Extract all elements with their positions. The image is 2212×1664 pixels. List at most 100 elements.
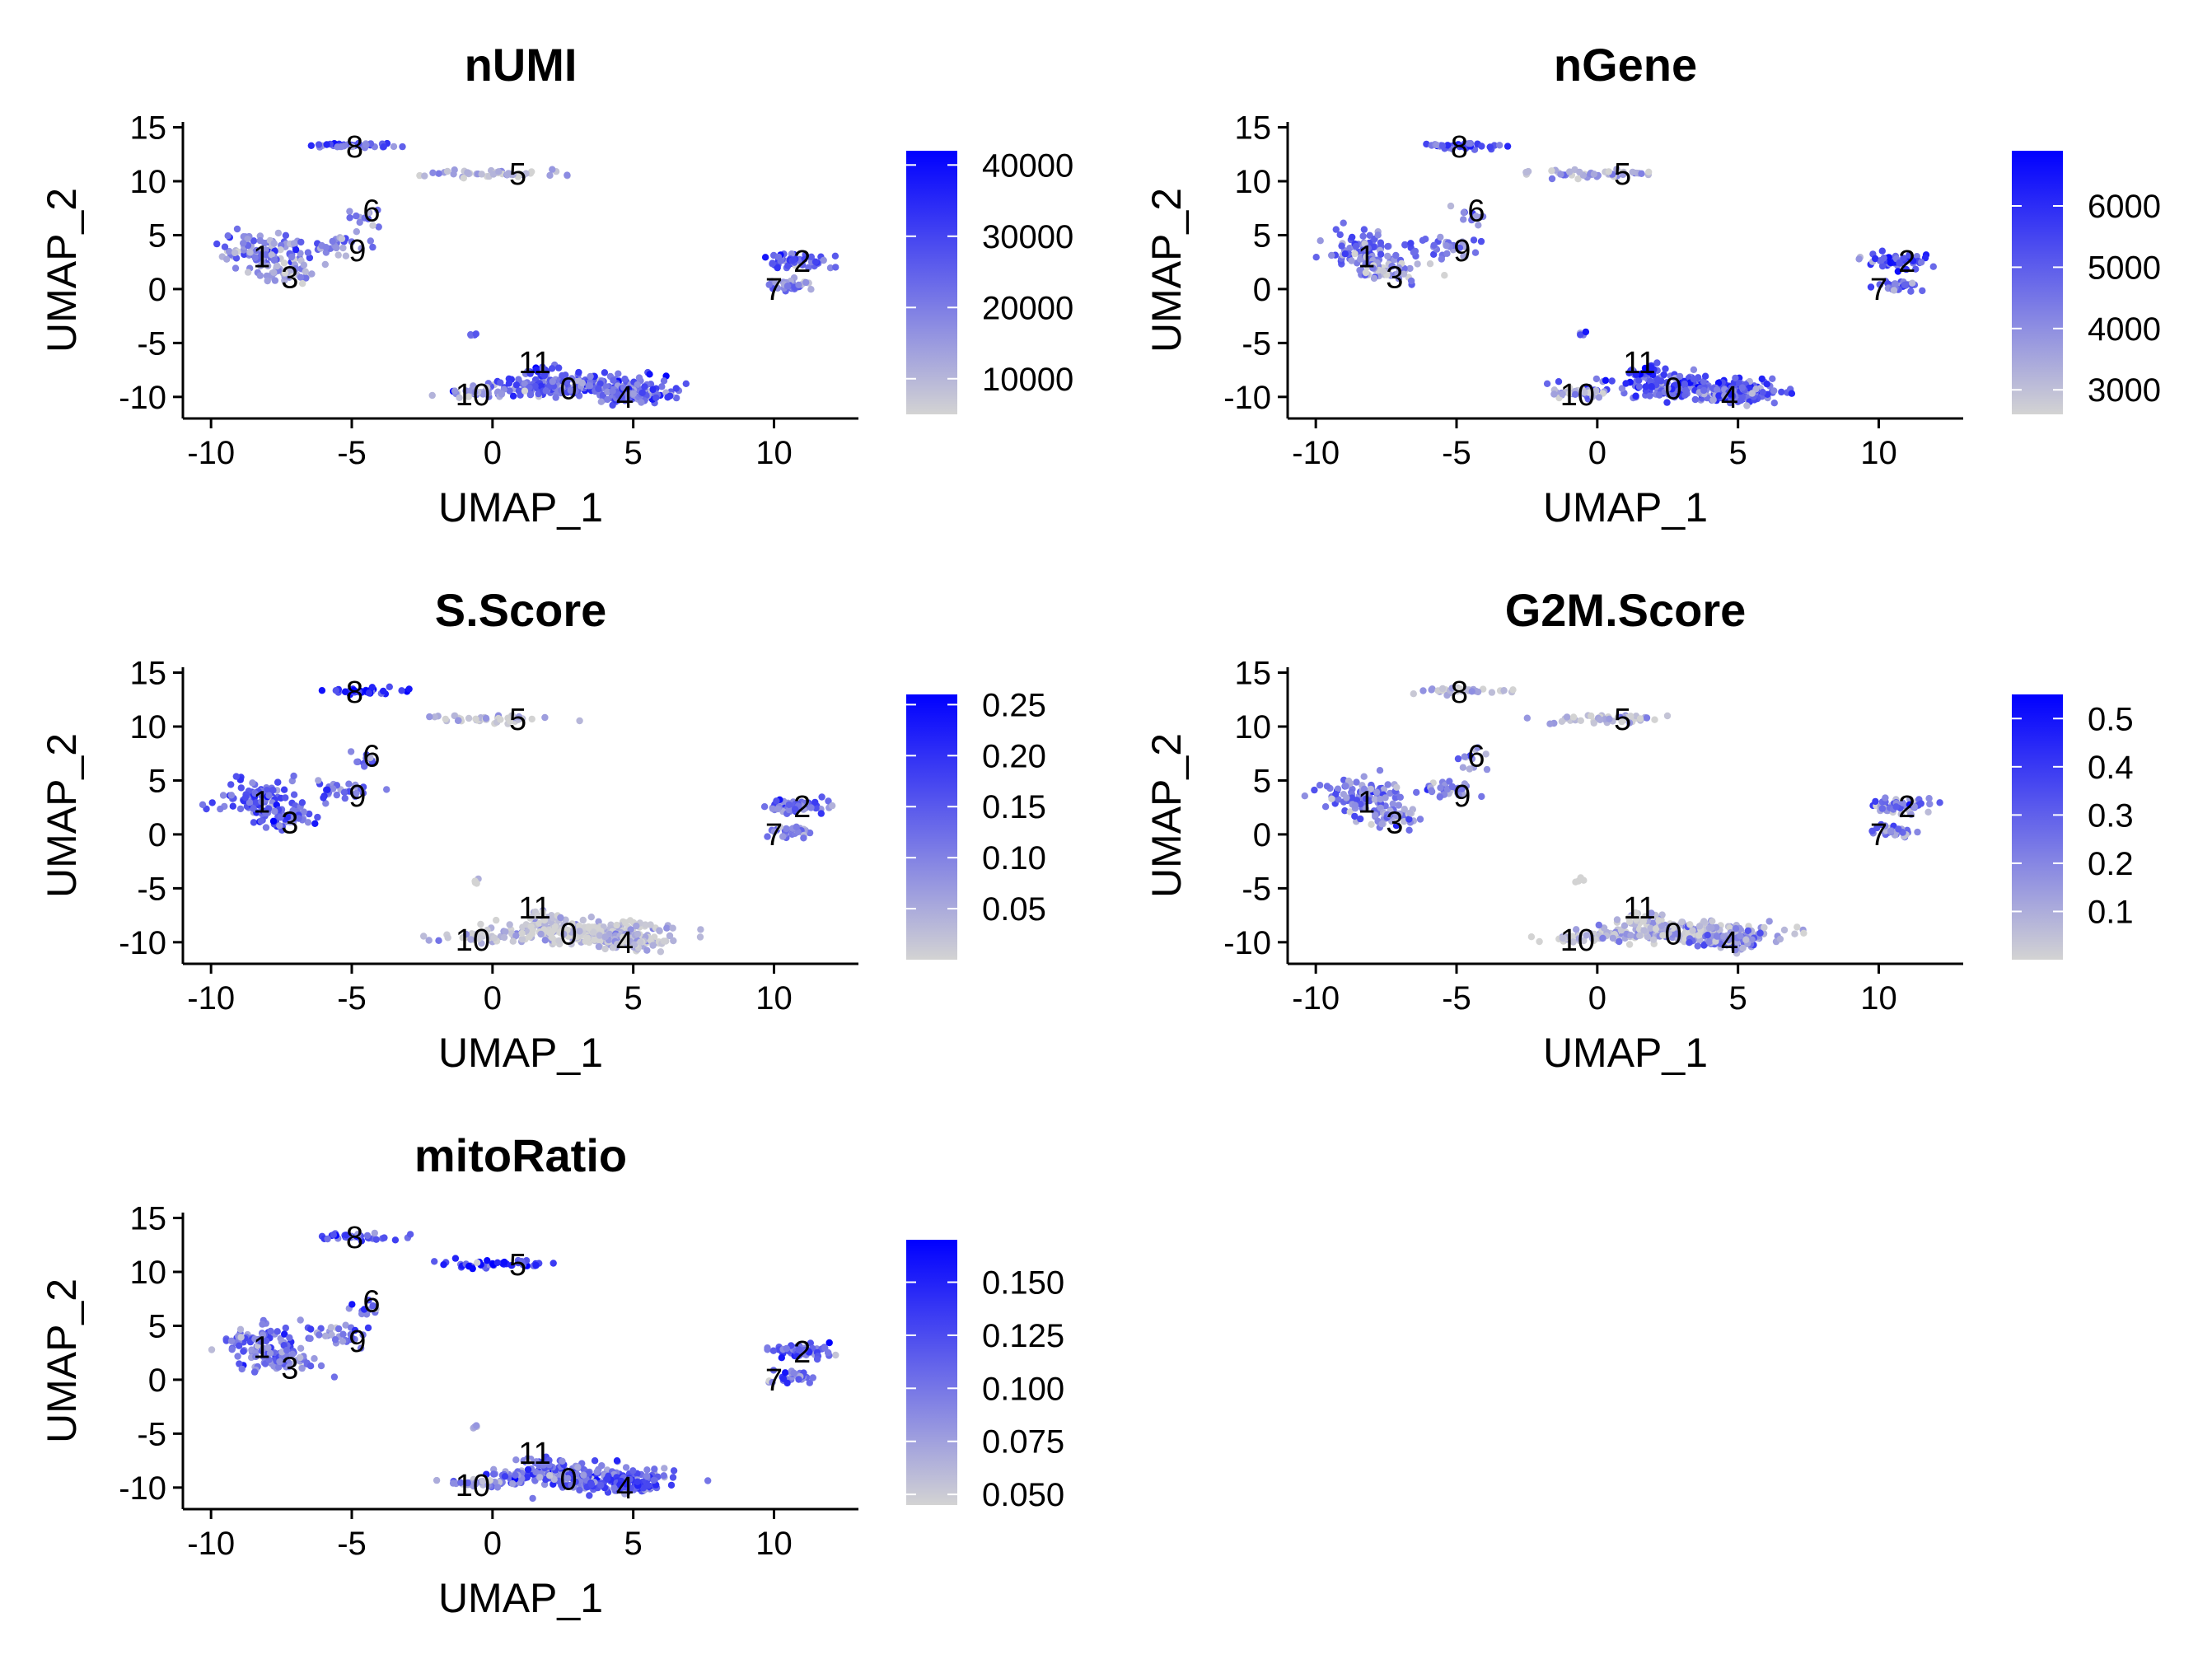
point-cluster-4: [650, 1476, 657, 1484]
point-cluster-9: [342, 252, 350, 259]
point-cluster-9: [1392, 251, 1400, 259]
point-cluster-5: [1590, 171, 1598, 178]
point-cluster-2: [826, 264, 835, 272]
legend-label: 10000: [982, 362, 1073, 398]
cluster-label-11: 11: [518, 346, 550, 381]
point-cluster-0: [552, 394, 559, 401]
point-cluster-0: [1778, 388, 1785, 396]
point-cluster-7: [783, 283, 792, 290]
legend-label: 5000: [2088, 250, 2161, 286]
point-cluster-10: [1559, 390, 1566, 398]
point-cluster-5: [484, 1257, 491, 1264]
point-cluster-6: [1460, 216, 1467, 223]
point-cluster-10: [1565, 390, 1574, 398]
point-cluster-1: [229, 802, 236, 810]
point-cluster-8: [1448, 145, 1457, 152]
legend-label: 0.15: [982, 789, 1046, 825]
point-cluster-9: [334, 251, 342, 259]
point-cluster-5: [493, 1259, 502, 1267]
cluster-label-8: 8: [346, 1221, 363, 1255]
point-cluster-0: [1608, 377, 1616, 385]
point-cluster-3: [1406, 264, 1414, 273]
point-cluster-5: [1645, 168, 1653, 175]
point-cluster-1: [1351, 250, 1359, 258]
point-cluster-8: [1465, 140, 1473, 147]
point-cluster-5: [1638, 170, 1645, 177]
point-cluster-9: [1478, 792, 1485, 801]
panel-title: mitoRatio: [414, 1129, 627, 1181]
legend-colorbar: [906, 694, 957, 960]
cluster-label-3: 3: [281, 1352, 298, 1386]
cluster-label-10: 10: [1560, 378, 1595, 413]
point-cluster-1: [1342, 783, 1349, 790]
point-cluster-5: [549, 166, 556, 173]
point-cluster-8: [1419, 687, 1427, 694]
x-tick-label: 5: [624, 1526, 643, 1562]
point-cluster-1: [221, 243, 229, 250]
point-cluster-1: [1377, 250, 1385, 258]
x-tick-label: 10: [1860, 435, 1897, 471]
point-cluster-1: [237, 784, 245, 792]
point-cluster-2: [1924, 808, 1932, 816]
y-tick-label: 0: [1253, 817, 1271, 853]
point-cluster-4: [641, 383, 648, 390]
point-cluster-0: [497, 379, 504, 386]
point-cluster-5: [1629, 168, 1636, 176]
legend-label: 0.1: [2088, 894, 2134, 930]
x-tick-label: 0: [484, 980, 502, 1017]
cluster-label-2: 2: [793, 1335, 811, 1370]
cluster-label-4: 4: [616, 1471, 634, 1506]
point-cluster-8: [1433, 141, 1440, 149]
point-cluster-5: [503, 171, 512, 179]
point-cluster-11: [1632, 371, 1640, 378]
point-cluster-3: [244, 269, 252, 276]
point-cluster-5: [1565, 168, 1574, 175]
point-cluster-3: [1441, 272, 1448, 279]
point-cluster-5: [450, 171, 457, 178]
cluster-label-7: 7: [765, 818, 783, 853]
panel-title: S.Score: [435, 584, 607, 636]
point-cluster-tail: [467, 331, 475, 339]
point-cluster-5: [541, 713, 549, 722]
point-cluster-1: [224, 232, 231, 240]
point-cluster-11: [1627, 367, 1634, 375]
point-cluster-1: [274, 778, 282, 786]
point-cluster-2: [1878, 805, 1887, 812]
point-cluster-5: [435, 170, 442, 177]
point-cluster-0: [1769, 375, 1776, 382]
point-cluster-1: [246, 249, 254, 256]
point-cluster-5: [501, 1258, 508, 1266]
point-cluster-6: [369, 222, 376, 229]
point-cluster-4: [604, 395, 611, 404]
point-cluster-1: [290, 791, 298, 798]
x-tick-label: -5: [337, 980, 367, 1017]
point-cluster-4: [637, 938, 644, 946]
point-cluster-0: [1655, 391, 1663, 399]
point-cluster-0: [660, 1472, 667, 1479]
point-cluster-4: [634, 1478, 641, 1486]
point-cluster-10: [509, 1479, 517, 1488]
x-tick-label: -10: [1292, 435, 1340, 471]
point-cluster-2: [818, 793, 825, 801]
point-cluster-0: [1663, 399, 1671, 406]
point-cluster-0: [541, 937, 549, 944]
point-cluster-4: [652, 394, 660, 402]
point-cluster-0: [1646, 377, 1654, 386]
point-cluster-2: [761, 254, 769, 261]
point-cluster-1: [262, 246, 269, 254]
point-cluster-3: [330, 1373, 339, 1381]
x-tick-label: -5: [1442, 980, 1471, 1017]
point-cluster-4: [1664, 385, 1672, 392]
legend-label: 20000: [982, 290, 1073, 326]
point-cluster-5: [1548, 175, 1556, 183]
point-cluster-10: [435, 937, 442, 945]
point-cluster-9: [1443, 242, 1450, 250]
cluster-label-1: 1: [1358, 786, 1375, 820]
point-cluster-0: [587, 372, 594, 381]
point-cluster-0: [546, 1472, 554, 1479]
point-cluster-3: [281, 269, 289, 277]
point-cluster-8: [390, 143, 398, 151]
x-axis-title: UMAP_1: [438, 1575, 603, 1621]
point-cluster-0: [578, 379, 587, 387]
